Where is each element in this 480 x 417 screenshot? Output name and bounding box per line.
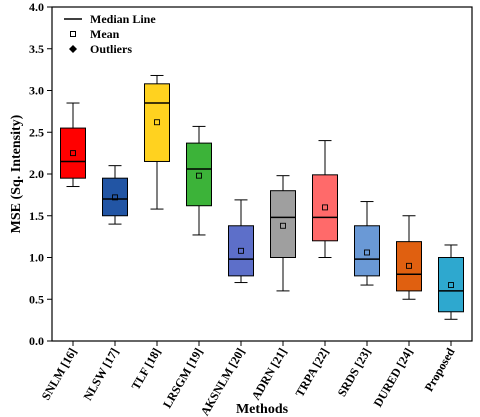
x-tick-label: SRDS [23]: [335, 345, 374, 398]
legend-median-line-label: Median Line: [90, 12, 156, 26]
boxes: [60, 74, 464, 320]
iqr-box: [312, 174, 338, 242]
y-tick-label: 2.0: [29, 167, 44, 181]
legend-mean-label: Mean: [90, 27, 120, 41]
box-6: [270, 175, 296, 292]
x-tick-label: SNLM [16]: [39, 346, 80, 403]
mean-marker: [112, 194, 118, 201]
box-9: [396, 215, 422, 300]
legend-outliers-swatch: [69, 45, 77, 53]
mean-marker: [154, 119, 160, 126]
y-axis-title: MSE (Sq. Intensity): [9, 114, 24, 233]
box-10: [438, 244, 464, 320]
x-tick-label: TLF [18]: [129, 346, 164, 393]
mean-marker: [448, 282, 454, 289]
box-5: [228, 199, 254, 284]
y-tick-label: 1.5: [29, 209, 44, 223]
iqr-box: [228, 225, 254, 277]
box-2: [102, 165, 128, 225]
mean-marker: [364, 249, 370, 256]
x-tick-label: DURED [24]: [371, 346, 416, 410]
x-tick-label: Proposed: [422, 345, 458, 394]
iqr-box: [102, 177, 128, 217]
x-axis-title: Methods: [236, 402, 289, 417]
box-7: [312, 140, 338, 258]
iqr-box: [144, 83, 170, 162]
box-4: [186, 125, 212, 236]
legend-mean-swatch: [70, 31, 76, 37]
box-8: [354, 201, 380, 286]
legend: Median Line Mean Outliers: [64, 12, 156, 56]
iqr-box: [60, 127, 86, 179]
box-1: [60, 102, 86, 188]
y-tick-label: 2.5: [29, 125, 44, 139]
mean-marker: [70, 150, 76, 157]
iqr-box: [186, 142, 212, 207]
box-3: [144, 74, 170, 210]
iqr-box: [270, 190, 296, 258]
legend-outliers-label: Outliers: [90, 42, 132, 56]
y-tick-label: 4.0: [29, 0, 44, 14]
y-tick-label: 0.0: [29, 334, 44, 348]
x-tick-label: LRSGM [19]: [160, 346, 206, 411]
mean-marker: [196, 172, 202, 179]
y-tick-label: 0.5: [29, 292, 44, 306]
x-tick-label: ADRN [21]: [249, 345, 290, 402]
x-tick-label: TRPA [22]: [292, 346, 331, 400]
mean-marker: [322, 204, 328, 211]
y-tick-label: 3.5: [29, 42, 44, 56]
iqr-box: [354, 225, 380, 277]
y-tick-label: 1.0: [29, 251, 44, 265]
mean-marker: [406, 262, 412, 269]
iqr-box: [438, 257, 464, 313]
mean-marker: [280, 222, 286, 229]
y-axis-ticks: 0.0 0.5 1.0 1.5 2.0 2.5 3.0 3.5 4.0: [29, 0, 452, 348]
mean-marker: [238, 247, 244, 254]
y-tick-label: 3.0: [29, 84, 44, 98]
x-tick-label: NLSW [17]: [80, 346, 121, 403]
iqr-box: [396, 241, 422, 292]
